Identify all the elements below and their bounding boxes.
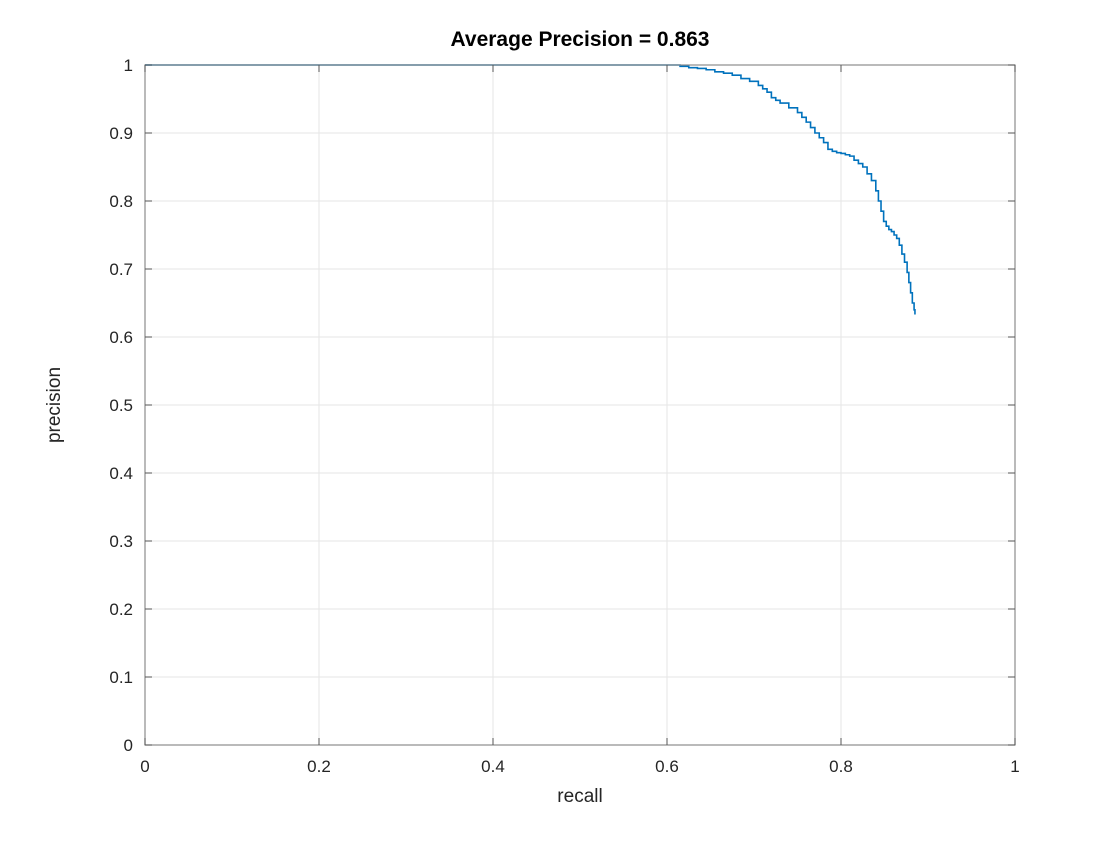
x-tick-label: 0.2: [307, 757, 331, 776]
y-tick-label: 0.6: [109, 328, 133, 347]
x-tick-label: 0.4: [481, 757, 505, 776]
y-tick-label: 0.3: [109, 532, 133, 551]
y-tick-label: 0.5: [109, 396, 133, 415]
pr-curve-path: [145, 64, 916, 315]
chart-title: Average Precision = 0.863: [451, 28, 710, 51]
y-tick-label: 0.1: [109, 668, 133, 687]
y-tick-label: 0.2: [109, 600, 133, 619]
y-tick-label: 0.9: [109, 124, 133, 143]
y-tick-label: 0: [124, 736, 133, 755]
y-tick-label: 1: [124, 56, 133, 75]
grid-layer: [144, 64, 1016, 746]
y-axis-label: precision: [44, 367, 65, 443]
x-axis-label: recall: [557, 786, 602, 807]
y-tick-label: 0.8: [109, 192, 133, 211]
tick-label-layer: 0 0.2 0.4 0.6 0.8 1 0 0.1 0.2 0.3 0.4 0.5 0.6 0.7 0.8 0…: [109, 56, 1019, 776]
x-tick-label: 0.6: [655, 757, 679, 776]
tick-layer: [144, 64, 1016, 746]
x-tick-label: 0: [140, 757, 149, 776]
curve-layer: [145, 64, 916, 315]
y-tick-label: 0.4: [109, 464, 133, 483]
x-tick-label: 1: [1010, 757, 1019, 776]
x-tick-label: 0.8: [829, 757, 853, 776]
y-tick-label: 0.7: [109, 260, 133, 279]
